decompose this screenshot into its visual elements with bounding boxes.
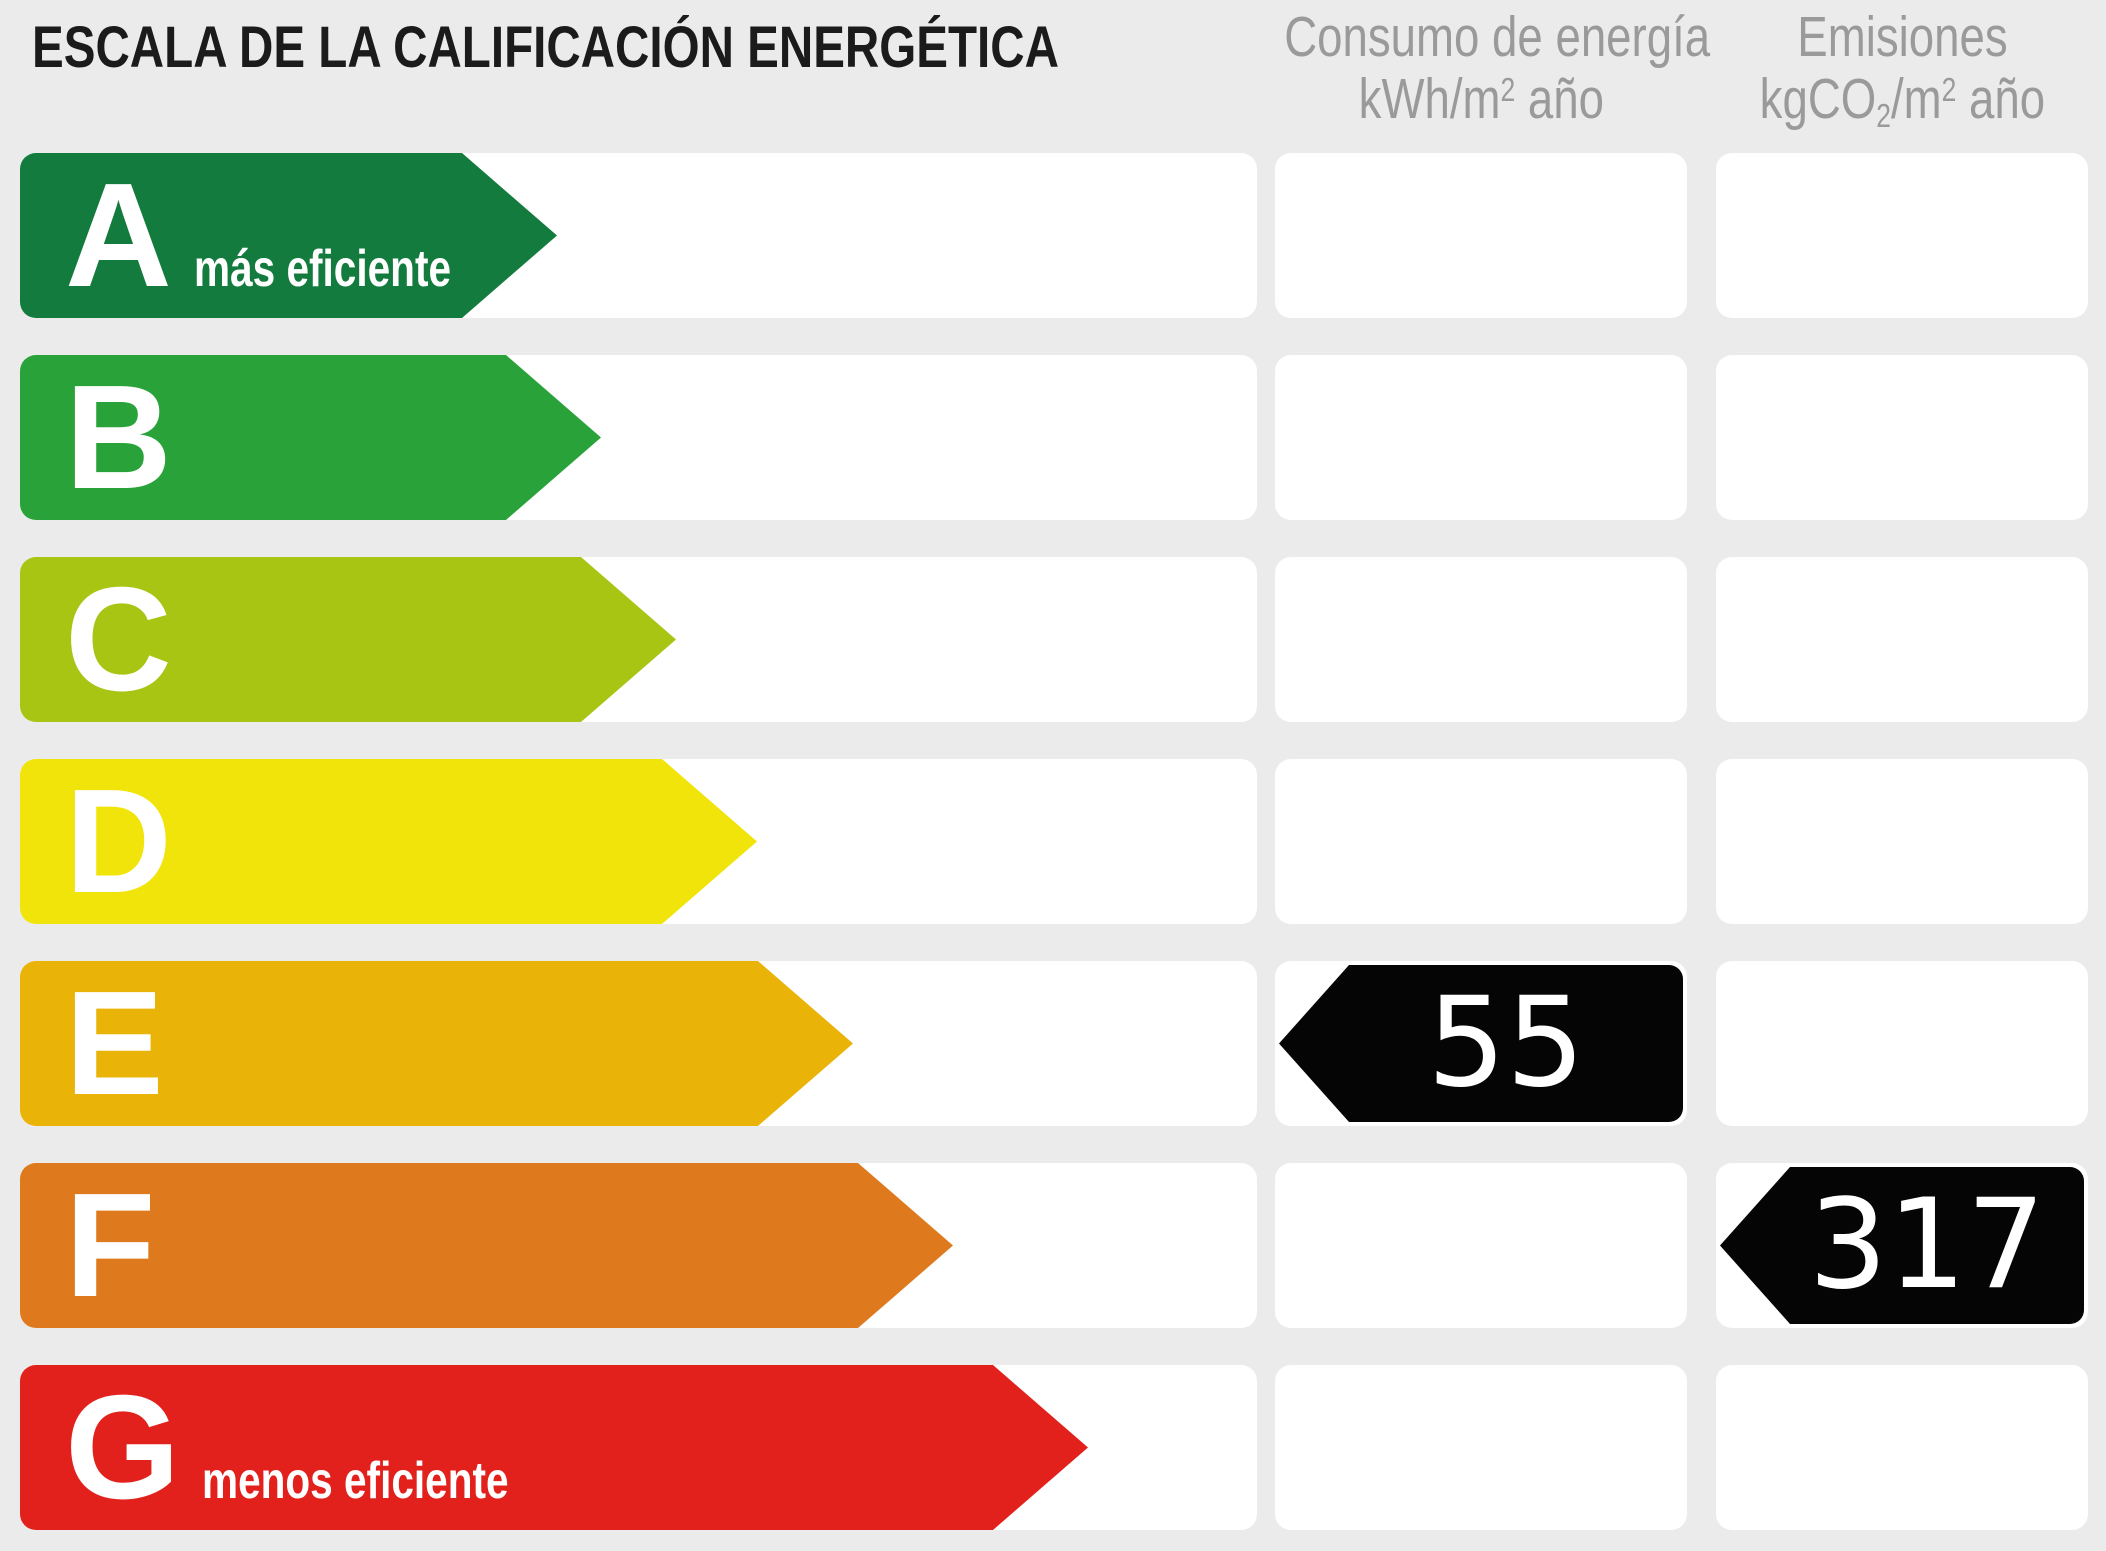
consumption-column-header: Consumo de energía kWh/m2 año (1231, 6, 1731, 139)
rating-letter-f: F (65, 1163, 156, 1328)
rating-row-e: E 55 (20, 961, 2088, 1126)
rating-letter-a: A (65, 153, 172, 318)
rating-bar-c: C (20, 557, 676, 722)
rating-letter-g: G (65, 1365, 181, 1530)
rating-bar-d: D (20, 759, 757, 924)
emissions-header-unit: kgCO2/m2 año (1759, 67, 2045, 136)
rating-letter-c: C (65, 557, 172, 722)
consumption-cell-c (1275, 557, 1687, 722)
rating-bar-label-g: menos eficiente (202, 1452, 509, 1510)
page-title: ESCALA DE LA CALIFICACIÓN ENERGÉTICA (32, 9, 1284, 87)
rating-bar-label-a: más eficiente (193, 240, 451, 298)
rating-row-b: B (20, 355, 2088, 520)
emissions-cell-d (1716, 759, 2088, 924)
page-title-text: ESCALA DE LA CALIFICACIÓN ENERGÉTICA (32, 15, 1059, 80)
consumption-value-arrow: 55 (1279, 965, 1683, 1122)
consumption-cell-b (1275, 355, 1687, 520)
rating-track-b: B (20, 355, 1257, 520)
rating-track-f: F (20, 1163, 1257, 1328)
emissions-cell-g (1716, 1365, 2088, 1530)
emissions-column-header: Emisiones kgCO2/m2 año (1677, 6, 2106, 139)
rating-letter-b: B (65, 355, 172, 520)
rating-row-d: D (20, 759, 2088, 924)
rating-row-f: F 317 (20, 1163, 2088, 1328)
consumption-header-line1: Consumo de energía (1284, 5, 1711, 69)
emissions-cell-c (1716, 557, 2088, 722)
emissions-cell-e (1716, 961, 2088, 1126)
emissions-value-arrow: 317 (1720, 1167, 2084, 1324)
consumption-cell-e: 55 (1275, 961, 1687, 1126)
emissions-cell-a (1716, 153, 2088, 318)
consumption-header-unit: kWh/m2 año (1358, 67, 1604, 131)
consumption-cell-g (1275, 1365, 1687, 1530)
rating-track-d: D (20, 759, 1257, 924)
consumption-cell-f (1275, 1163, 1687, 1328)
rating-bar-e: E (20, 961, 853, 1126)
rating-bar-b: B (20, 355, 601, 520)
rating-track-e: E (20, 961, 1257, 1126)
rating-row-c: C (20, 557, 2088, 722)
emissions-cell-f: 317 (1716, 1163, 2088, 1328)
emissions-cell-b (1716, 355, 2088, 520)
rating-track-c: C (20, 557, 1257, 722)
rating-letter-d: D (65, 759, 172, 924)
consumption-cell-a (1275, 153, 1687, 318)
rating-bar-f: F (20, 1163, 953, 1328)
emissions-header-line1: Emisiones (1796, 5, 2008, 69)
rating-letter-e: E (65, 961, 164, 1126)
consumption-cell-d (1275, 759, 1687, 924)
